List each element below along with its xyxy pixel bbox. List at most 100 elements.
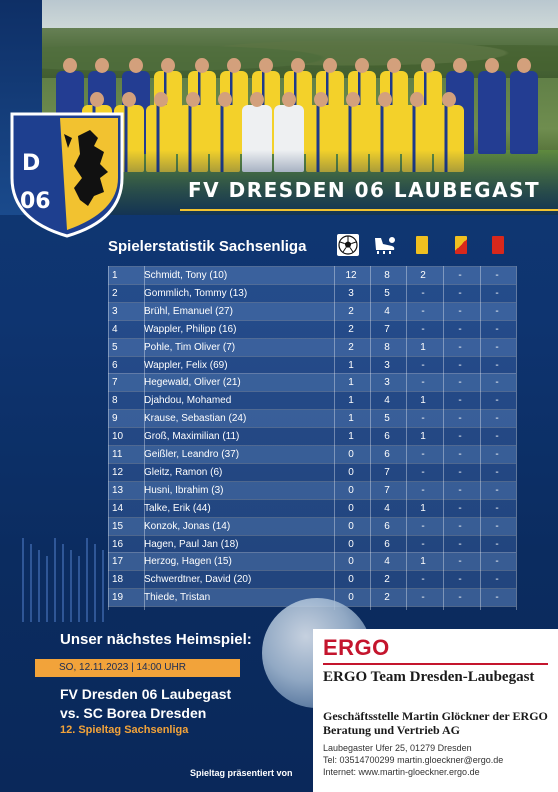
cell-rank: 2 xyxy=(112,287,118,299)
cell-goals: 0 xyxy=(348,574,354,586)
player-head xyxy=(355,58,369,73)
cell-goals: 1 xyxy=(348,377,354,389)
cell-yr: - xyxy=(458,431,462,443)
cell-name: Herzog, Hagen (15) xyxy=(144,556,232,568)
table-row-divider xyxy=(108,391,516,393)
decorative-bar xyxy=(38,550,40,622)
player-head xyxy=(154,92,168,107)
player-head xyxy=(314,92,328,107)
decorative-bar xyxy=(54,538,56,622)
cell-goals: 0 xyxy=(348,538,354,550)
table-row: 5 Pohle, Tim Oliver (7) 2 8 1 - - xyxy=(108,338,516,356)
cell-goals: 0 xyxy=(348,592,354,604)
cell-rank: 4 xyxy=(112,323,118,335)
table-column-divider xyxy=(516,266,517,610)
cell-red: - xyxy=(495,270,499,281)
table-row-divider xyxy=(108,283,516,285)
cell-yellow: 1 xyxy=(420,431,426,443)
cell-red: - xyxy=(495,395,499,407)
cell-name: Schwerdtner, David (20) xyxy=(144,574,252,586)
sponsor-box: ERGO ERGO Team Dresden-Laubegast Geschäf… xyxy=(313,629,558,792)
table-row: 4 Wappler, Philipp (16) 2 7 - - - xyxy=(108,320,516,338)
cell-yellow: - xyxy=(421,413,425,425)
sponsor-web[interactable]: Internet: www.martin-gloeckner.ergo.de xyxy=(323,767,480,777)
cell-red: - xyxy=(495,323,499,335)
cell-yr: - xyxy=(458,323,462,335)
cell-assists: 2 xyxy=(384,592,390,604)
cell-goals: 2 xyxy=(348,323,354,335)
table-column-divider xyxy=(480,266,481,610)
cell-rank: 5 xyxy=(112,341,118,353)
cell-yr: - xyxy=(458,413,462,425)
player-head xyxy=(161,58,175,73)
cell-red: - xyxy=(495,305,499,317)
decorative-bar xyxy=(86,538,88,622)
sponsor-office: Geschäftsstelle Martin Glöckner der ERGO… xyxy=(323,709,548,737)
player-head xyxy=(227,58,241,73)
sponsor-team: ERGO Team Dresden-Laubegast xyxy=(323,669,535,685)
cell-goals: 0 xyxy=(348,449,354,460)
cell-yellow: - xyxy=(421,466,425,478)
player-head xyxy=(122,92,136,107)
cell-assists: 6 xyxy=(384,538,390,550)
cell-red: - xyxy=(495,377,499,389)
cell-red: - xyxy=(495,538,499,550)
decorative-bar xyxy=(70,550,72,622)
cell-goals: 0 xyxy=(348,484,354,496)
decorative-bar xyxy=(102,550,104,622)
cell-name: Hagen, Paul Jan (18) xyxy=(144,538,239,550)
player-head xyxy=(442,92,456,107)
table-row-divider xyxy=(108,355,516,357)
player-head xyxy=(250,92,264,107)
table-column-divider xyxy=(144,266,145,610)
cell-name: Geißler, Leandro (37) xyxy=(144,449,240,460)
cell-red: - xyxy=(495,341,499,353)
cell-yr: - xyxy=(458,484,462,496)
cell-assists: 7 xyxy=(384,466,390,478)
stats-title: Spielerstatistik Sachsenliga xyxy=(108,238,307,255)
cell-rank: 15 xyxy=(112,520,124,532)
cell-yellow: - xyxy=(421,538,425,550)
cell-goals: 0 xyxy=(348,520,354,532)
player-head xyxy=(517,58,531,73)
sponsor-contact: Laubegaster Ufer 25, 01279 Dresden Tel: … xyxy=(323,742,503,778)
table-row: 18 Schwerdtner, David (20) 0 2 - - - xyxy=(108,571,516,589)
decorative-bar xyxy=(78,556,80,622)
table-column-divider xyxy=(334,266,335,610)
table-row-divider xyxy=(108,516,516,518)
decorative-bar xyxy=(30,544,32,622)
cell-yr: - xyxy=(458,395,462,407)
cell-goals: 1 xyxy=(348,413,354,425)
player-figure xyxy=(510,58,538,154)
table-row-divider xyxy=(108,337,516,339)
player-head xyxy=(291,58,305,73)
player-head xyxy=(218,92,232,107)
table-row: 1 Schmidt, Tony (10) 12 8 2 - - xyxy=(108,267,516,284)
cell-yr: - xyxy=(458,574,462,586)
cell-assists: 6 xyxy=(384,431,390,443)
next-match-title: Unser nächstes Heimspiel: xyxy=(60,631,252,648)
yellow-red-card-icon xyxy=(455,236,467,254)
cell-rank: 7 xyxy=(112,377,118,389)
cell-goals: 1 xyxy=(348,395,354,407)
table-row: 16 Hagen, Paul Jan (18) 0 6 - - - xyxy=(108,535,516,553)
table-row: 2 Gommlich, Tommy (13) 3 5 - - - xyxy=(108,284,516,302)
cell-goals: 2 xyxy=(348,341,354,353)
ergo-divider xyxy=(323,663,548,665)
cell-name: Gleitz, Ramon (6) xyxy=(144,466,223,478)
sponsor-phone: Tel: 03514700299 martin.gloeckner@ergo.d… xyxy=(323,755,504,765)
cell-assists: 2 xyxy=(384,574,390,586)
cell-yr: - xyxy=(458,592,462,604)
cell-yellow: - xyxy=(421,305,425,317)
cell-yr: - xyxy=(458,556,462,568)
cell-assists: 3 xyxy=(384,359,390,371)
player-head xyxy=(378,92,392,107)
cell-yellow: 1 xyxy=(420,341,426,353)
crest-text-top: D xyxy=(22,151,40,176)
table-column-divider xyxy=(370,266,371,610)
table-column-divider xyxy=(406,266,407,610)
cell-assists: 8 xyxy=(384,341,390,353)
table-row: 12 Gleitz, Ramon (6) 0 7 - - - xyxy=(108,463,516,481)
decorative-bar xyxy=(62,544,64,622)
